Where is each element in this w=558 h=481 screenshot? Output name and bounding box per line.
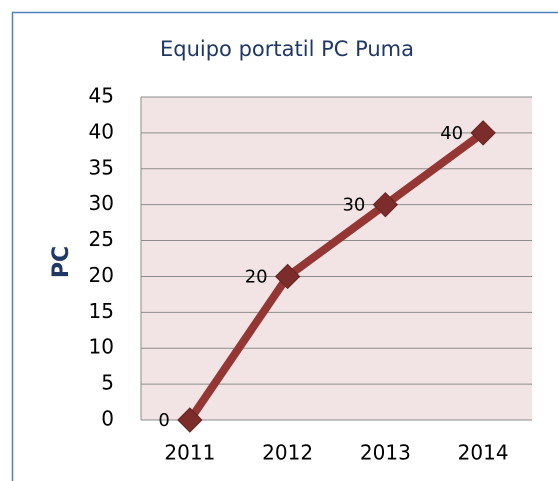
marker <box>177 407 203 433</box>
x-tick-label: 2014 <box>458 441 509 465</box>
data-label: 20 <box>245 266 268 287</box>
x-tick-label: 2011 <box>164 441 215 465</box>
y-tick-label: 25 <box>89 227 114 251</box>
x-tick-label: 2013 <box>360 441 411 465</box>
marker <box>470 120 496 146</box>
data-label: 0 <box>158 410 169 431</box>
y-tick-label: 20 <box>89 263 114 287</box>
line <box>186 129 486 423</box>
marker <box>274 263 301 290</box>
marker <box>372 191 399 218</box>
data-label: 30 <box>342 195 365 216</box>
y-tick-label: 35 <box>89 155 114 179</box>
chart-title: Equipo portatil PC Puma <box>160 37 414 61</box>
y-tick-label: 0 <box>101 407 114 431</box>
plot-area <box>141 97 532 420</box>
y-tick-label: 15 <box>89 299 114 323</box>
y-tick-label: 45 <box>89 84 114 108</box>
chart-border <box>11 11 558 481</box>
y-tick-label: 5 <box>101 371 114 395</box>
y-tick-label: 30 <box>89 191 114 215</box>
x-tick-label: 2012 <box>262 441 313 465</box>
y-axis-title: PC <box>49 246 74 278</box>
data-label: 40 <box>440 123 463 144</box>
y-tick-label: 40 <box>89 119 114 143</box>
y-tick-label: 10 <box>89 335 114 359</box>
